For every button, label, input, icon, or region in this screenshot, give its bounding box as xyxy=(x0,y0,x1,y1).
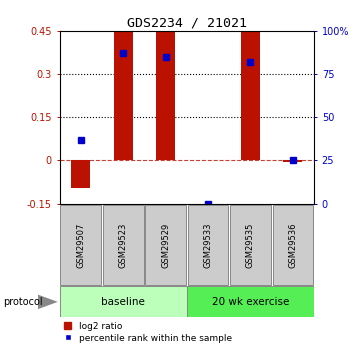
Bar xyxy=(283,160,303,162)
Bar xyxy=(60,205,101,285)
Legend: log2 ratio, percentile rank within the sample: log2 ratio, percentile rank within the s… xyxy=(64,322,232,343)
Text: GSM29523: GSM29523 xyxy=(119,222,128,268)
Text: GSM29507: GSM29507 xyxy=(76,222,85,268)
Text: baseline: baseline xyxy=(101,297,145,307)
Bar xyxy=(187,286,314,317)
Bar xyxy=(188,205,229,285)
Text: 20 wk exercise: 20 wk exercise xyxy=(212,297,289,307)
Text: protocol: protocol xyxy=(4,297,43,307)
Text: GSM29533: GSM29533 xyxy=(204,222,213,268)
Bar xyxy=(60,286,187,317)
Bar xyxy=(71,160,90,188)
Bar xyxy=(241,31,260,160)
Text: GSM29536: GSM29536 xyxy=(288,222,297,268)
Bar xyxy=(156,31,175,160)
Text: GSM29529: GSM29529 xyxy=(161,222,170,268)
Text: GSM29535: GSM29535 xyxy=(246,222,255,268)
Bar xyxy=(273,205,313,285)
Title: GDS2234 / 21021: GDS2234 / 21021 xyxy=(127,17,247,30)
Polygon shape xyxy=(38,295,58,309)
Bar xyxy=(230,205,271,285)
Bar xyxy=(103,205,144,285)
Bar xyxy=(145,205,186,285)
Bar xyxy=(114,31,133,160)
